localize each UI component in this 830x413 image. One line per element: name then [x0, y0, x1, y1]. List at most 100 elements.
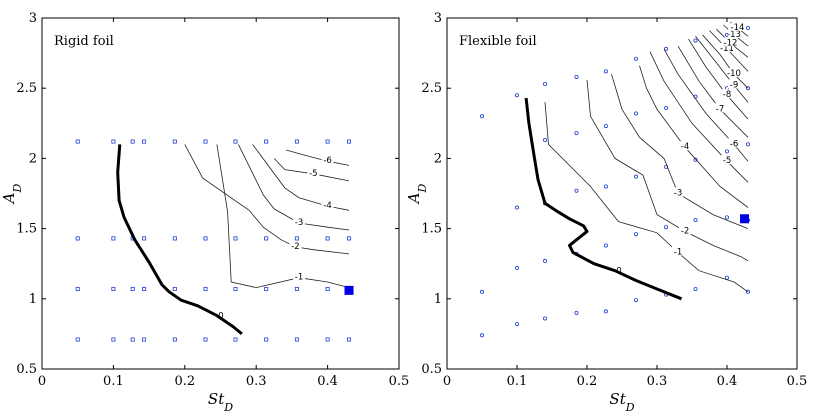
sample-point: [603, 309, 608, 314]
x-tick-label: 0.5: [787, 374, 808, 389]
sample-point: [142, 236, 147, 241]
contour-label: -10: [727, 69, 741, 79]
x-axis-label: StD: [609, 390, 634, 413]
contour-label-bg: [672, 187, 684, 197]
sample-point: [479, 114, 484, 119]
sample-point: [515, 322, 520, 327]
contour-label: -2: [681, 226, 689, 236]
sample-point: [130, 286, 135, 291]
optimum-marker: [740, 214, 749, 224]
sample-point: [172, 139, 177, 144]
contour-line: [216, 144, 350, 289]
axes-box: [41, 17, 400, 370]
x-tick-label: 0.3: [246, 374, 267, 389]
sample-point: [233, 337, 238, 342]
sample-point: [111, 286, 116, 291]
sample-point: [294, 236, 299, 241]
contour-line: [702, 34, 749, 89]
panel-title: Flexible foil: [459, 34, 537, 49]
contour-label-bg: [293, 216, 306, 226]
sample-point: [746, 142, 751, 147]
sample-point: [264, 139, 269, 144]
x-tick-label: 0: [38, 374, 46, 389]
sample-point: [603, 124, 608, 129]
contour-label-bg: [714, 103, 726, 113]
contour-label: -3: [674, 189, 682, 199]
contour-label: -8: [723, 90, 731, 100]
contour-label-bg: [728, 138, 740, 148]
sample-point: [603, 184, 608, 189]
sample-point: [233, 286, 238, 291]
sample-point: [142, 337, 147, 342]
y-axis-label: AD: [405, 183, 429, 205]
contour-label-bg: [289, 240, 302, 250]
y-tick-label: 1.5: [16, 222, 37, 237]
y-tick-label: 0.5: [421, 362, 442, 377]
sample-point: [693, 157, 698, 162]
sample-point: [634, 174, 639, 179]
sample-point: [479, 333, 484, 338]
sample-point: [574, 310, 579, 315]
y-tick-label: 2.5: [16, 81, 37, 96]
contour-label: -3: [295, 218, 303, 228]
sample-point: [543, 258, 548, 263]
contour-line: [184, 144, 350, 255]
contour-label-bg: [307, 167, 320, 177]
sample-point: [203, 236, 208, 241]
contour-label: -12: [724, 38, 738, 48]
contour-label: -4: [323, 201, 331, 211]
contour-label: -14: [731, 23, 745, 33]
y-tick-label: 2.5: [421, 81, 442, 96]
sample-point: [725, 149, 730, 154]
x-tick-label: 0.2: [577, 374, 598, 389]
contour-label: -11: [720, 44, 734, 54]
y-tick-label: 2: [434, 151, 442, 166]
sample-point: [142, 286, 147, 291]
zero-contour-label: 0: [616, 267, 621, 277]
panel-title: Rigid foil: [54, 34, 114, 49]
contour-line: [252, 144, 350, 211]
sample-point: [634, 56, 639, 61]
sample-point: [746, 25, 751, 30]
optimum-marker: [344, 285, 354, 295]
y-tick-label: 3: [29, 11, 37, 26]
x-tick-label: 0.1: [507, 374, 528, 389]
contour-label-bg: [721, 42, 733, 52]
sample-point: [693, 286, 698, 291]
sample-point: [634, 298, 639, 303]
contour-label: -7: [716, 104, 724, 114]
contour-label-bg: [293, 271, 306, 281]
sample-point: [111, 337, 116, 342]
contour-line: [677, 45, 749, 138]
x-tick-label: 0.2: [174, 374, 195, 389]
x-tick-label: 0.1: [103, 374, 124, 389]
contour-label: -4: [681, 142, 689, 152]
flexible-foil-panel: 0 0.1 0.2 0.3 0.4 0.5 0.5 1 1.5 2 2.5 3 StD AD Flexibl…: [405, 11, 807, 413]
sample-point: [603, 243, 608, 248]
sample-point: [130, 139, 135, 144]
sample-point: [172, 337, 177, 342]
x-tick-label: 0.4: [717, 374, 738, 389]
sample-point: [264, 286, 269, 291]
x-tick-label: 0.5: [389, 374, 410, 389]
contour-line: [611, 74, 749, 229]
y-axis-label: AD: [0, 183, 24, 205]
sample-point: [142, 139, 147, 144]
sample-point: [172, 236, 177, 241]
sample-point: [325, 236, 330, 241]
y-tick-label: 2: [29, 151, 37, 166]
sample-point: [664, 46, 669, 51]
contour-label: -9: [730, 80, 738, 90]
contour-line: [544, 102, 749, 293]
contour-label-bg: [679, 141, 691, 151]
contour-label: -5: [309, 169, 317, 179]
y-tick-label: 1: [29, 292, 37, 307]
sample-point: [75, 337, 80, 342]
sample-point: [693, 38, 698, 43]
contour-line: [639, 65, 749, 208]
contour-label: -6: [730, 139, 738, 149]
sample-point: [515, 93, 520, 98]
sample-point: [264, 236, 269, 241]
sample-point: [603, 69, 608, 74]
contour-label-bg: [728, 28, 740, 38]
